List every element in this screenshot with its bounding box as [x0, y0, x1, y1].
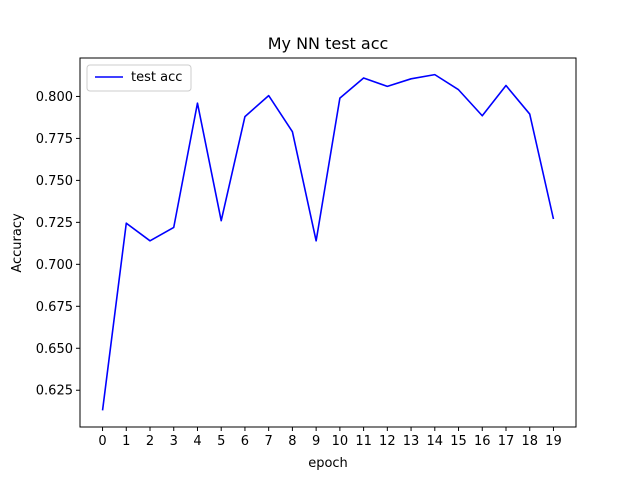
- x-axis-label: epoch: [308, 456, 348, 471]
- legend-label: test acc: [131, 70, 182, 85]
- y-tick-label: 0.625: [36, 384, 73, 399]
- plot-area: [80, 58, 576, 427]
- chart-title: My NN test acc: [268, 34, 389, 53]
- x-tick-label: 1: [122, 434, 130, 449]
- y-tick-label: 0.775: [36, 132, 73, 147]
- plot-frame: [79, 57, 577, 428]
- x-tick-label: 7: [265, 434, 273, 449]
- legend: test acc: [86, 64, 192, 92]
- x-tick-label: 14: [427, 434, 444, 449]
- x-tick-label: 3: [170, 434, 178, 449]
- x-tick-label: 11: [355, 434, 372, 449]
- x-tick-label: 13: [403, 434, 420, 449]
- y-tick-label: 0.700: [36, 258, 73, 273]
- y-tick-label: 0.750: [36, 174, 73, 189]
- x-tick-label: 2: [146, 434, 154, 449]
- y-tick-label: 0.800: [36, 90, 73, 105]
- y-tick-label: 0.650: [36, 342, 73, 357]
- y-tick-label: 0.675: [36, 300, 73, 315]
- y-tick-label: 0.725: [36, 216, 73, 231]
- y-axis-ticks: 0.625 0.650 0.675 0.700 0.725 0.750 0.775 0.800: [36, 90, 80, 399]
- series-line-test-acc: [101, 73, 555, 411]
- x-axis-ticks: 0 1 2 3 4 5 6 7 8 9 10 11 12 13 14 15 16 17 18 19: [98, 427, 562, 449]
- x-tick-label: 8: [288, 434, 296, 449]
- y-axis-label: Accuracy: [10, 213, 25, 273]
- x-tick-label: 6: [241, 434, 249, 449]
- x-tick-label: 15: [450, 434, 467, 449]
- series-group: [101, 73, 555, 411]
- x-tick-label: 4: [193, 434, 201, 449]
- x-tick-label: 18: [521, 434, 538, 449]
- x-tick-label: 16: [474, 434, 491, 449]
- x-tick-label: 0: [98, 434, 106, 449]
- legend-box: [86, 64, 192, 92]
- x-tick-label: 10: [332, 434, 349, 449]
- x-tick-label: 5: [217, 434, 225, 449]
- x-tick-label: 9: [312, 434, 320, 449]
- x-tick-label: 19: [545, 434, 562, 449]
- x-tick-label: 12: [379, 434, 396, 449]
- x-tick-label: 17: [498, 434, 515, 449]
